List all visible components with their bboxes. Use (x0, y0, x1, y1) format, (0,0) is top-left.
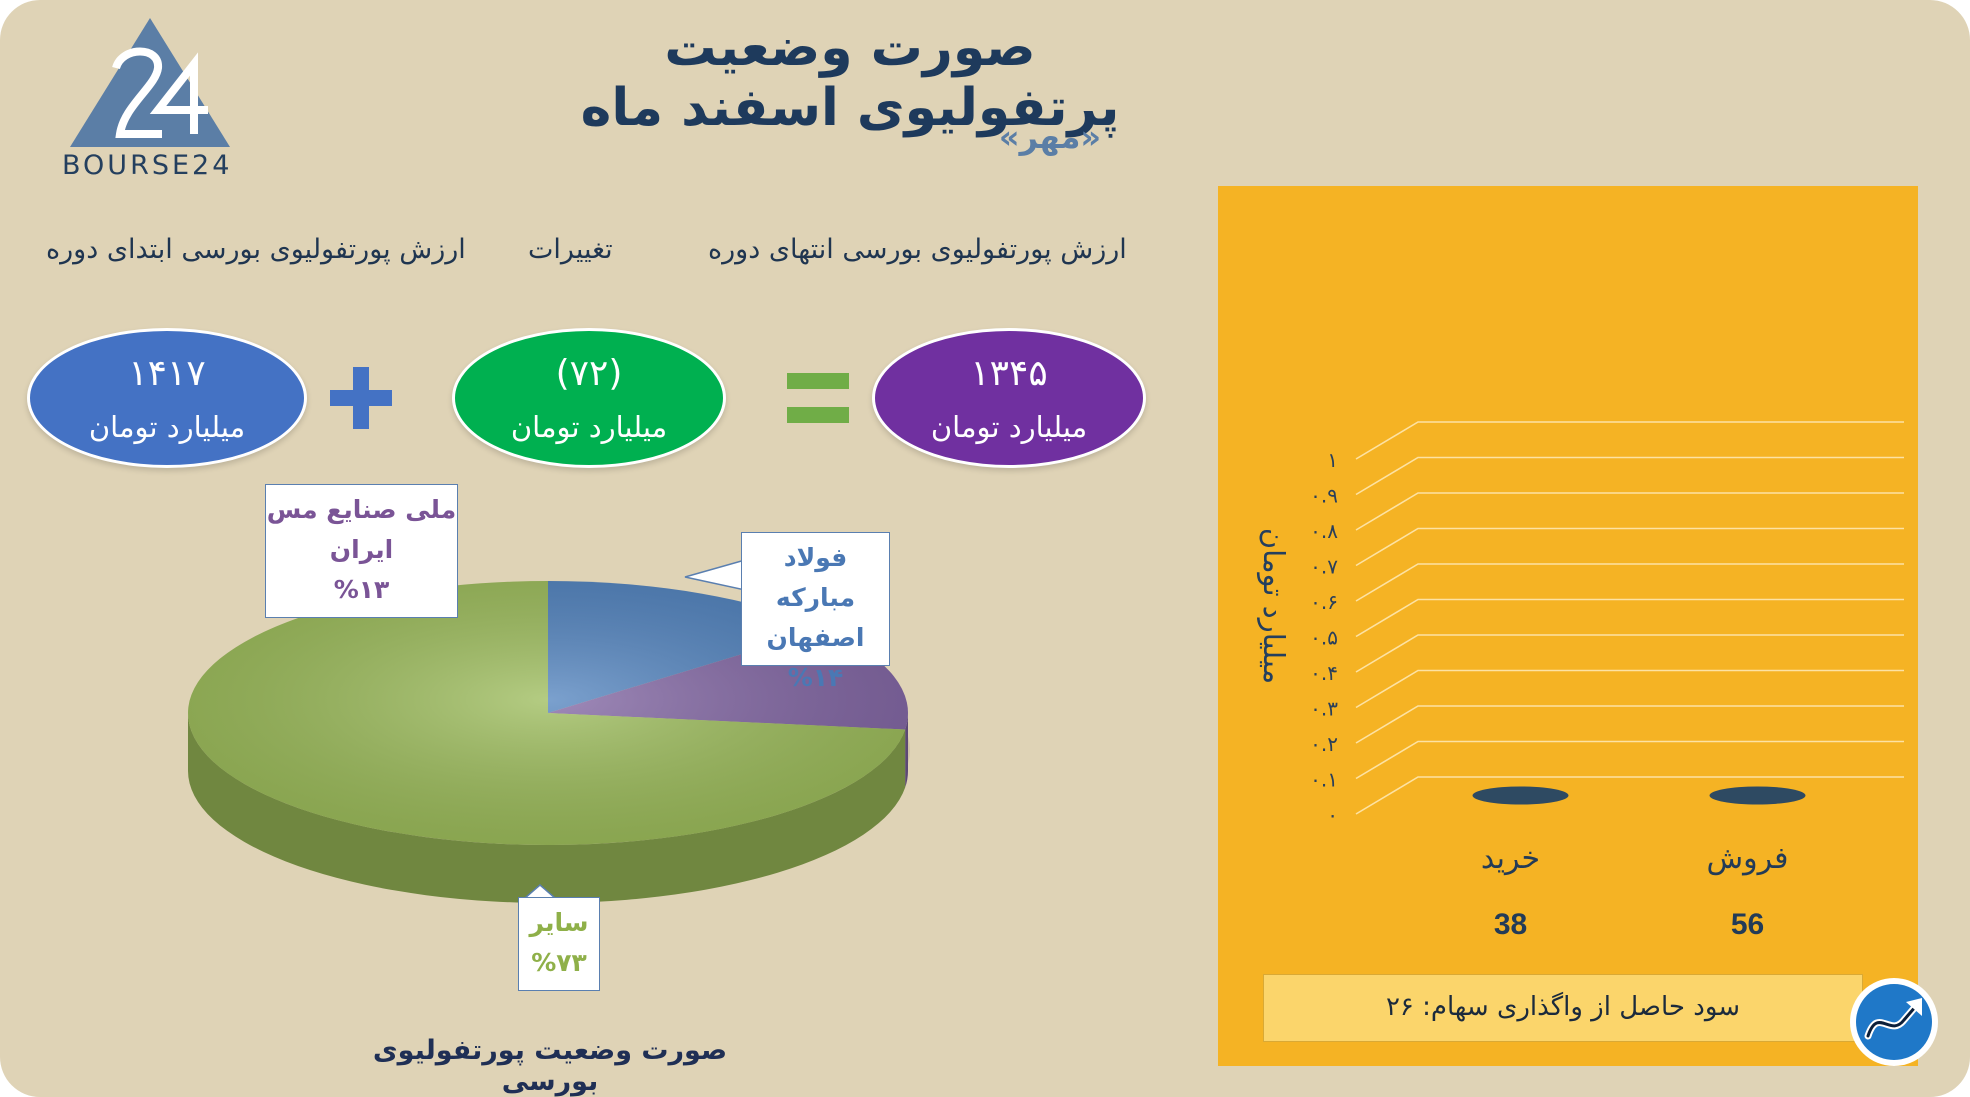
bar-category-label: فروش (1706, 841, 1788, 876)
callout-copper-line2: ایران (329, 535, 394, 564)
end-value-label: ارزش پورتفولیوی بورسی انتهای دوره (708, 234, 1127, 265)
change-value-unit: میلیارد تومان (510, 410, 668, 444)
profit-text: سود حاصل از واگذاری سهام: ۲۶ (1385, 992, 1741, 1022)
callout-foolad: فولاد مبارکه اصفهان %۱۴ (741, 532, 890, 692)
bar-ticks-group: ۰ ۰.۱ ۰.۲ ۰.۳ ۰.۴ ۰.۵ ۰.۶ ۰.۷ ۰.۸ ۰.۹ ۱ (1310, 448, 1338, 827)
bar-1 (1709, 786, 1806, 805)
callout-other-line1: سایر (529, 908, 589, 937)
callout-other: سایر %۷۳ (518, 897, 600, 991)
pie-side-slice-1 (905, 713, 908, 788)
change-value-ellipse: (۷۲) میلیارد تومان (452, 328, 726, 468)
bar-gridline (1355, 421, 1904, 460)
callout-foolad-pct: %۱۴ (787, 663, 844, 692)
pie-highlight (188, 581, 908, 845)
pie-side-slice-2 (188, 713, 906, 904)
bar-y-tick-label: ۰.۲ (1310, 732, 1338, 756)
start-value: ۱۴۱۷ (128, 353, 206, 394)
bourse24-logo-icon (70, 18, 230, 147)
bar-gridline (1355, 669, 1904, 709)
bar-y-tick-label: ۰.۶ (1310, 590, 1338, 614)
page-title: صورت وضعیت پرتفولیوی اسفند ماه (580, 18, 1120, 138)
bar-y-tick-label: ۱ (1327, 448, 1338, 472)
bar-gridline (1355, 492, 1904, 531)
bar-gridline (1355, 705, 1904, 744)
bar-gridline (1355, 456, 1904, 496)
bar-y-tick-label: ۰.۸ (1310, 519, 1338, 543)
trades-bar-chart: ۰ ۰.۱ ۰.۲ ۰.۳ ۰.۴ ۰.۵ ۰.۶ ۰.۷ ۰.۸ ۰.۹ ۱ خرید 38 فروش… (1257, 421, 1904, 941)
callout-other-pct: %۷۳ (531, 948, 587, 977)
bar-categories-group: خرید 38 فروش 56 (1481, 841, 1789, 941)
callout-foolad-line1: فولاد مبارکه (775, 543, 856, 612)
bar-y-tick-label: ۰.۵ (1310, 626, 1338, 650)
change-value: (۷۲) (555, 353, 623, 394)
pie-side-group (188, 713, 908, 904)
bar-gridline (1355, 634, 1904, 673)
callout-copper-line1: ملی صنایع مس (266, 495, 457, 524)
callout-foolad-line2: اصفهان (766, 623, 865, 652)
pie-top-group (188, 581, 908, 845)
trades-panel (1218, 186, 1918, 1066)
profit-box: سود حاصل از واگذاری سهام: ۲۶ (1263, 974, 1863, 1042)
bar-grid-group (1355, 421, 1904, 815)
pie-chart-title: صورت وضعیت پورتفولیوی بورسی (372, 1035, 728, 1097)
bar-count-label: 56 (1731, 908, 1764, 941)
start-value-label: ارزش پورتفولیوی بورسی ابتدای دوره (46, 234, 466, 265)
logo-text: BOURSE24 (62, 150, 233, 181)
start-value-unit: میلیارد تومان (88, 410, 246, 444)
bar-count-label: 38 (1494, 908, 1527, 941)
bar-y-tick-label: ۰.۳ (1310, 697, 1338, 721)
bar-marks-group (1472, 786, 1806, 805)
change-label: تغییرات (528, 234, 613, 265)
page-subtitle: «مهر» (998, 118, 1102, 156)
bar-y-tick-label: ۰ (1327, 803, 1338, 827)
equals-icon (787, 373, 849, 423)
end-value: ۱۳۴۵ (970, 353, 1048, 394)
bar-y-axis-label: میلیارد تومان (1257, 528, 1291, 684)
callout-copper-pct: %۱۳ (333, 575, 390, 604)
trend-icon (1850, 978, 1938, 1066)
bar-gridline (1355, 563, 1904, 602)
bar-0 (1472, 786, 1569, 805)
bar-gridline (1355, 776, 1904, 815)
end-value-unit: میلیارد تومان (930, 410, 1088, 444)
bar-category-label: خرید (1481, 841, 1540, 876)
bar-gridline (1355, 527, 1904, 567)
callout-copper: ملی صنایع مس ایران %۱۳ (265, 484, 458, 618)
bar-y-tick-label: ۰.۹ (1310, 484, 1338, 508)
bar-y-tick-label: ۰.۷ (1310, 555, 1338, 579)
bar-gridline (1355, 740, 1904, 780)
bar-y-tick-label: ۰.۴ (1310, 661, 1338, 685)
start-value-ellipse: ۱۴۱۷ میلیارد تومان (27, 328, 307, 468)
end-value-ellipse: ۱۳۴۵ میلیارد تومان (872, 328, 1146, 468)
portfolio-pie-chart (188, 581, 910, 904)
plus-icon (330, 367, 392, 429)
bar-y-tick-label: ۰.۱ (1310, 768, 1338, 792)
bar-gridline (1355, 598, 1904, 638)
